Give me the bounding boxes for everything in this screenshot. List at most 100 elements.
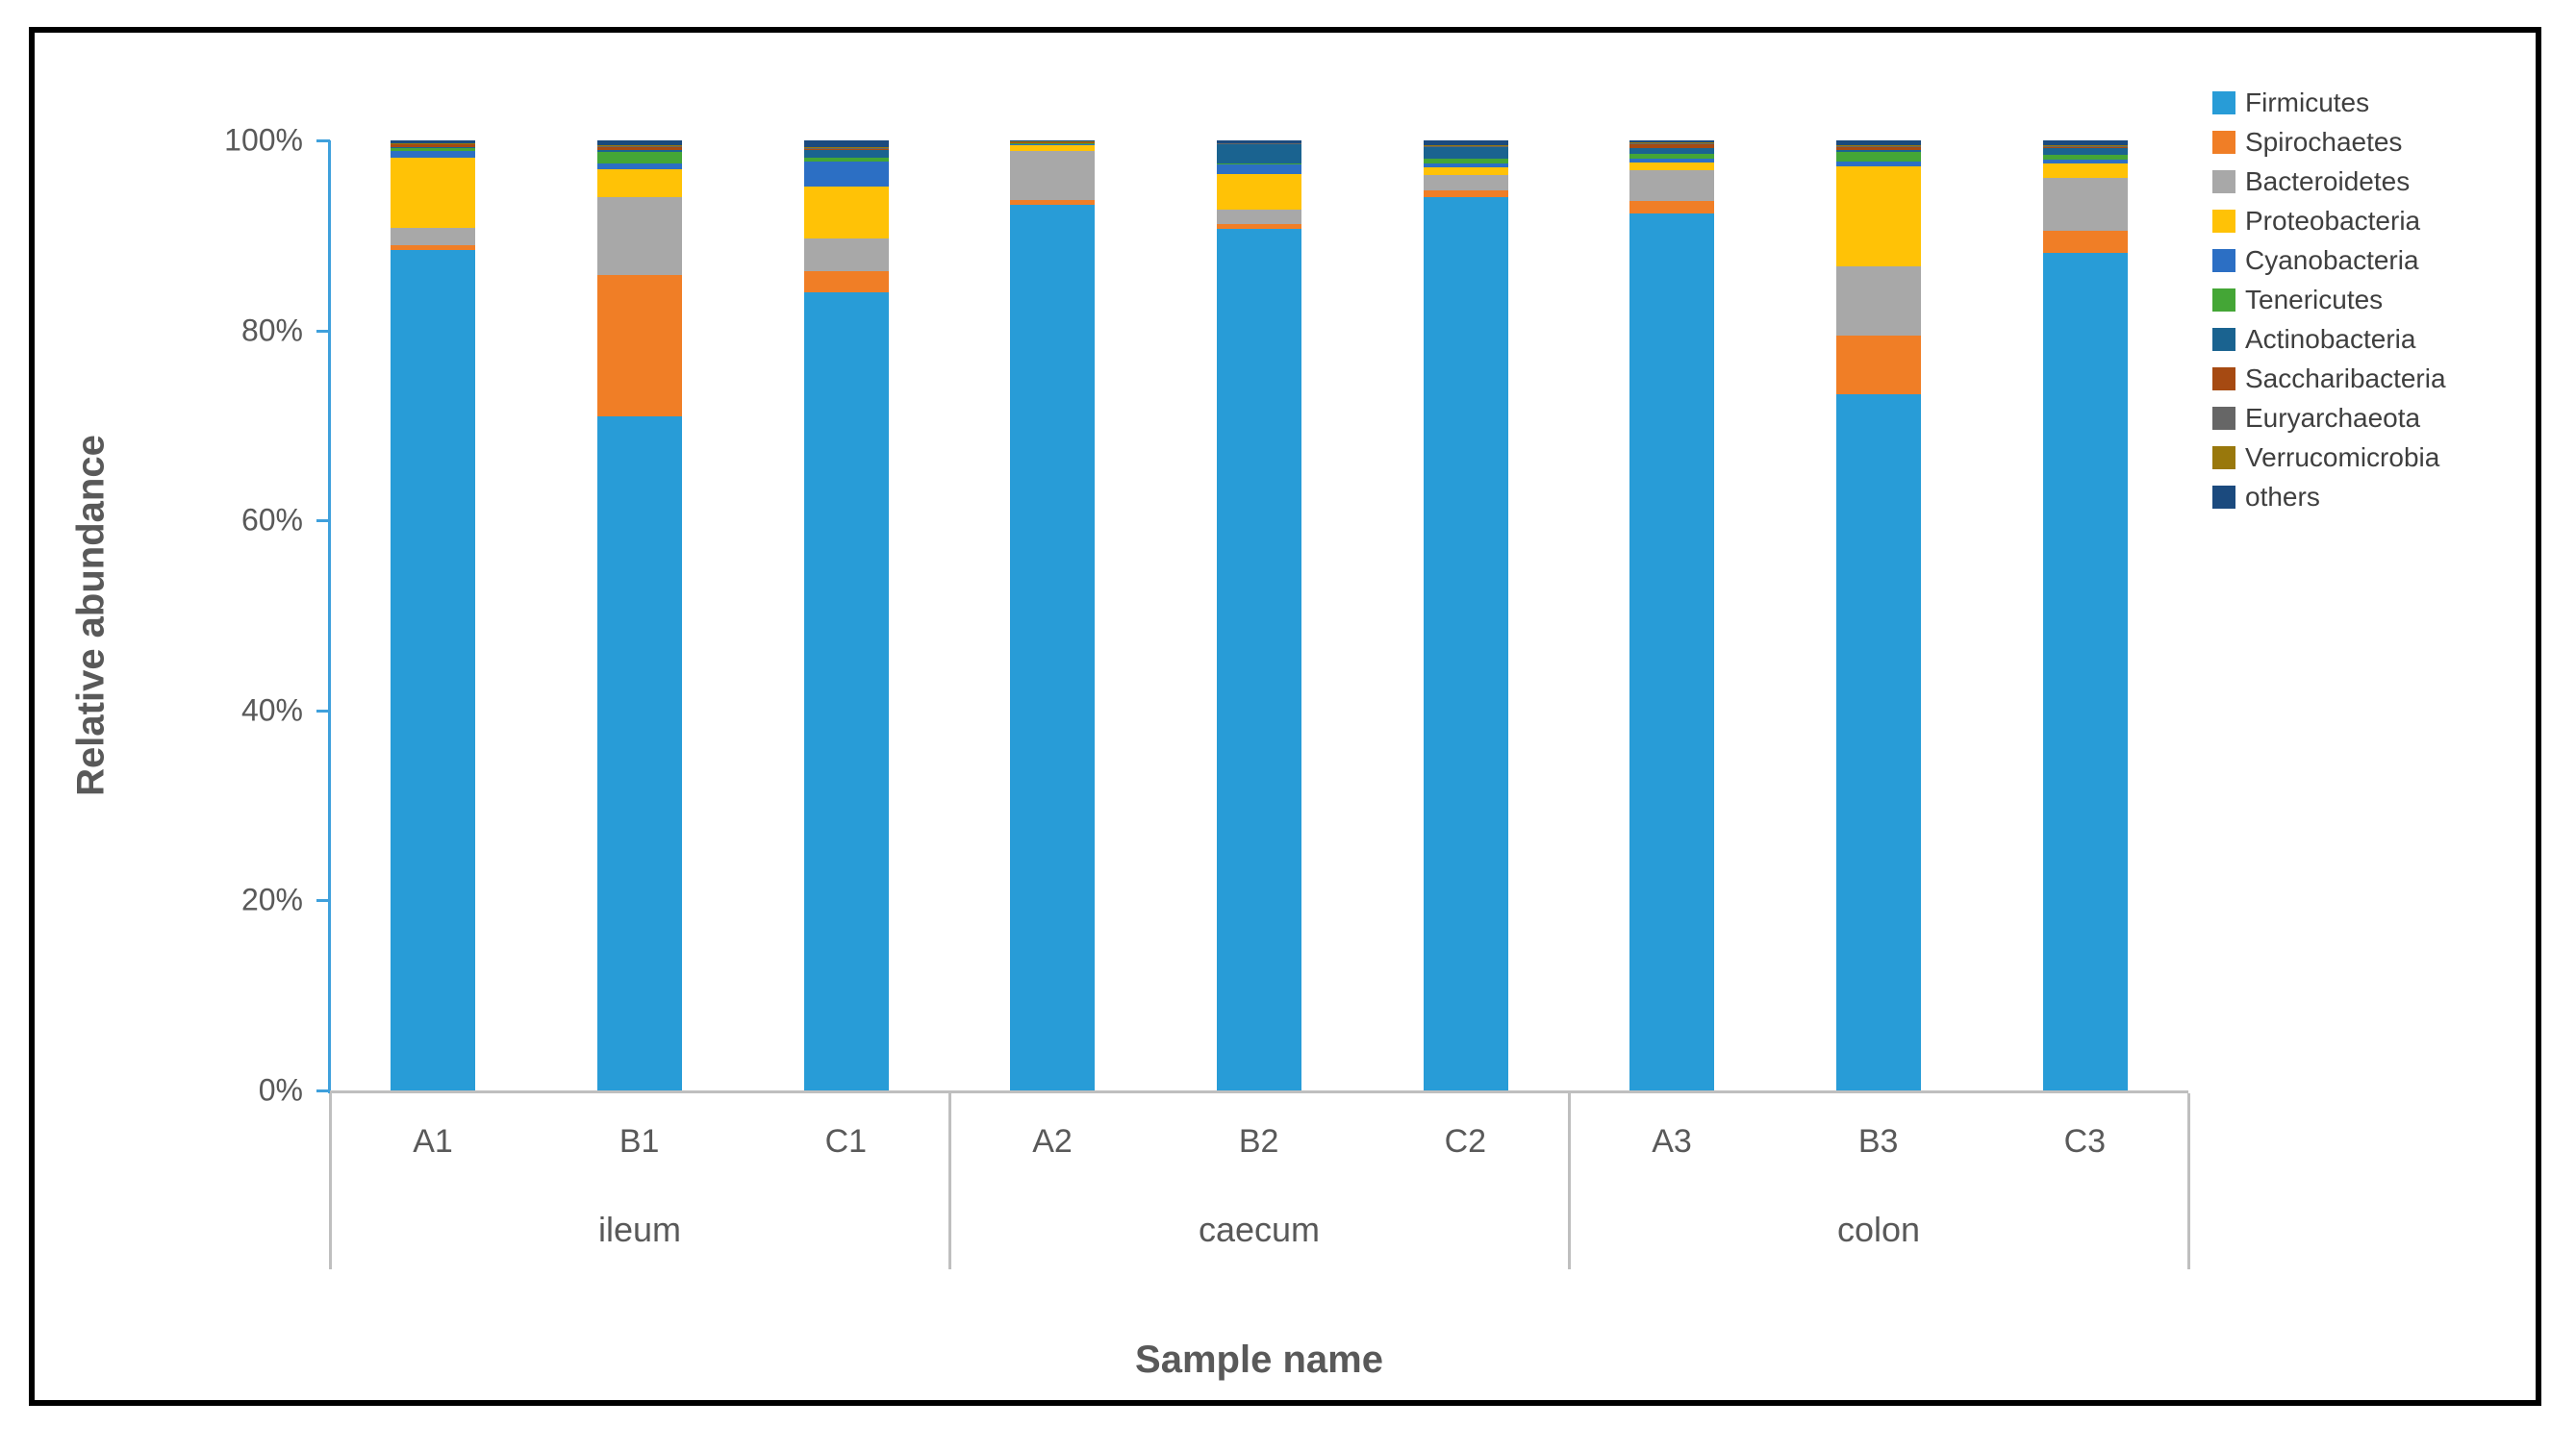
stacked-bar-B2 <box>1217 140 1301 1090</box>
bar-segment-Proteobacteria <box>1010 144 1096 151</box>
legend-swatch-icon <box>2212 248 2235 272</box>
bar-segment-Euryarchaeota <box>1629 143 1715 145</box>
bar-segment-Euryarchaeota <box>1836 145 1921 147</box>
bar-segment-others <box>1423 140 1508 146</box>
bar-segment-Cyanobacteria <box>1836 161 1921 166</box>
bar-segment-Proteobacteria <box>1629 162 1715 170</box>
bar-segment-Firmicutes <box>1423 197 1508 1090</box>
bar-segment-Firmicutes <box>391 249 476 1090</box>
y-axis-tick-label: 0% <box>258 1072 303 1108</box>
legend-label: Saccharibacteria <box>2245 363 2446 393</box>
bar-segment-Proteobacteria <box>2042 163 2128 178</box>
category-label-B1: B1 <box>619 1123 660 1160</box>
bar-segment-others <box>2042 140 2128 146</box>
bar-segment-Cyanobacteria <box>1217 163 1301 174</box>
bar-segment-Actinobacteria <box>1629 147 1715 154</box>
legend-swatch-icon <box>2212 366 2235 390</box>
legend-label: Firmicutes <box>2245 87 2370 117</box>
legend-item-Bacteroidetes: Bacteroidetes <box>2212 162 2446 201</box>
bar-segment-Saccharibacteria <box>597 146 682 150</box>
legend-label: Bacteroidetes <box>2245 165 2411 196</box>
legend-label: Spirochaetes <box>2245 126 2403 157</box>
bar-segment-Proteobacteria <box>803 187 889 238</box>
category-label-B2: B2 <box>1238 1123 1279 1160</box>
bar-segment-Saccharibacteria <box>391 144 476 147</box>
bar-segment-Cyanobacteria <box>803 161 889 188</box>
bar-segment-Firmicutes <box>1217 228 1301 1090</box>
y-axis-tick <box>316 519 330 523</box>
legend-swatch-icon <box>2212 327 2235 351</box>
category-label-C3: C3 <box>2063 1123 2107 1160</box>
legend-label: others <box>2245 481 2320 512</box>
bar-segment-Tenericutes <box>1010 142 1096 144</box>
bar-segment-Spirochaetes <box>1217 223 1301 229</box>
bar-segment-Bacteroidetes <box>1836 266 1921 336</box>
bar-segment-Verrucomicrobia <box>803 146 889 148</box>
legend-label: Proteobacteria <box>2245 205 2421 236</box>
bar-segment-Proteobacteria <box>1423 166 1508 175</box>
legend-label: Tenericutes <box>2245 284 2384 314</box>
legend-label: Cyanobacteria <box>2245 244 2419 275</box>
bar-segment-Firmicutes <box>1629 213 1715 1090</box>
bar-segment-Bacteroidetes <box>1423 174 1508 191</box>
bar-segment-Verrucomicrobia <box>1423 145 1508 147</box>
bar-segment-Actinobacteria <box>2042 147 2128 155</box>
bar-segment-others <box>1836 140 1921 145</box>
bar-segment-Actinobacteria <box>1217 144 1301 163</box>
bar-segment-Firmicutes <box>597 415 682 1090</box>
stacked-bar-B1 <box>597 140 682 1090</box>
bar-segment-Firmicutes <box>803 292 889 1090</box>
legend: Firmicutes Spirochaetes Bacteroidetes Prote… <box>2212 83 2446 516</box>
x-axis-title: Sample name <box>1135 1339 1383 1381</box>
legend-swatch-icon <box>2212 288 2235 312</box>
group-label-colon: colon <box>1836 1210 1921 1249</box>
legend-item-Spirochaetes: Spirochaetes <box>2212 122 2446 162</box>
y-axis-tick <box>316 1089 330 1092</box>
legend-label: Euryarchaeota <box>2245 402 2421 433</box>
stacked-bar-A1 <box>391 140 476 1090</box>
category-label-A2: A2 <box>1032 1123 1073 1160</box>
y-axis-tick <box>316 329 330 333</box>
bar-segment-Verrucomicrobia <box>1629 142 1715 144</box>
bar-segment-Proteobacteria <box>391 157 476 228</box>
stacked-bar-A3 <box>1629 140 1715 1090</box>
y-axis-tick-label: 80% <box>240 313 303 348</box>
bar-segment-Tenericutes <box>597 151 682 163</box>
bar-segment-Spirochaetes <box>1423 190 1508 198</box>
bar-segment-Cyanobacteria <box>1629 158 1715 163</box>
bar-segment-Tenericutes <box>803 157 889 162</box>
bar-segment-Verrucomicrobia <box>597 145 682 146</box>
legend-swatch-icon <box>2212 90 2235 114</box>
legend-item-Verrucomicrobia: Verrucomicrobia <box>2212 438 2446 477</box>
bar-segment-others <box>803 140 889 147</box>
bar-segment-Tenericutes <box>2042 154 2128 160</box>
bar-segment-others <box>391 140 476 144</box>
bar-segment-Bacteroidetes <box>803 238 889 272</box>
y-axis-title: Relative abundance <box>69 435 113 796</box>
y-axis-line <box>328 140 331 1093</box>
stacked-bar-C2 <box>1423 140 1508 1090</box>
legend-item-Cyanobacteria: Cyanobacteria <box>2212 240 2446 280</box>
legend-item-Proteobacteria: Proteobacteria <box>2212 201 2446 240</box>
bar-segment-Bacteroidetes <box>1629 169 1715 202</box>
bar-segment-others <box>1217 140 1301 143</box>
category-label-C1: C1 <box>824 1123 868 1160</box>
legend-label: Actinobacteria <box>2245 323 2416 354</box>
legend-item-others: others <box>2212 477 2446 516</box>
bar-segment-Firmicutes <box>2042 252 2128 1090</box>
bar-segment-Tenericutes <box>391 147 476 151</box>
bar-segment-others <box>1629 140 1715 143</box>
bar-segment-Cyanobacteria <box>391 150 476 158</box>
legend-swatch-icon <box>2212 485 2235 509</box>
bar-segment-Spirochaetes <box>1010 200 1096 206</box>
category-label-C2: C2 <box>1444 1123 1487 1160</box>
group-label-caecum: caecum <box>1198 1210 1321 1249</box>
bar-segment-Verrucomicrobia <box>1836 145 1921 146</box>
legend-item-Euryarchaeota: Euryarchaeota <box>2212 398 2446 438</box>
bar-segment-Cyanobacteria <box>2042 159 2128 163</box>
bar-segment-Euryarchaeota <box>2042 146 2128 147</box>
bar-segment-Tenericutes <box>1836 151 1921 162</box>
group-divider-line <box>2187 1093 2190 1269</box>
bar-segment-Proteobacteria <box>597 168 682 198</box>
